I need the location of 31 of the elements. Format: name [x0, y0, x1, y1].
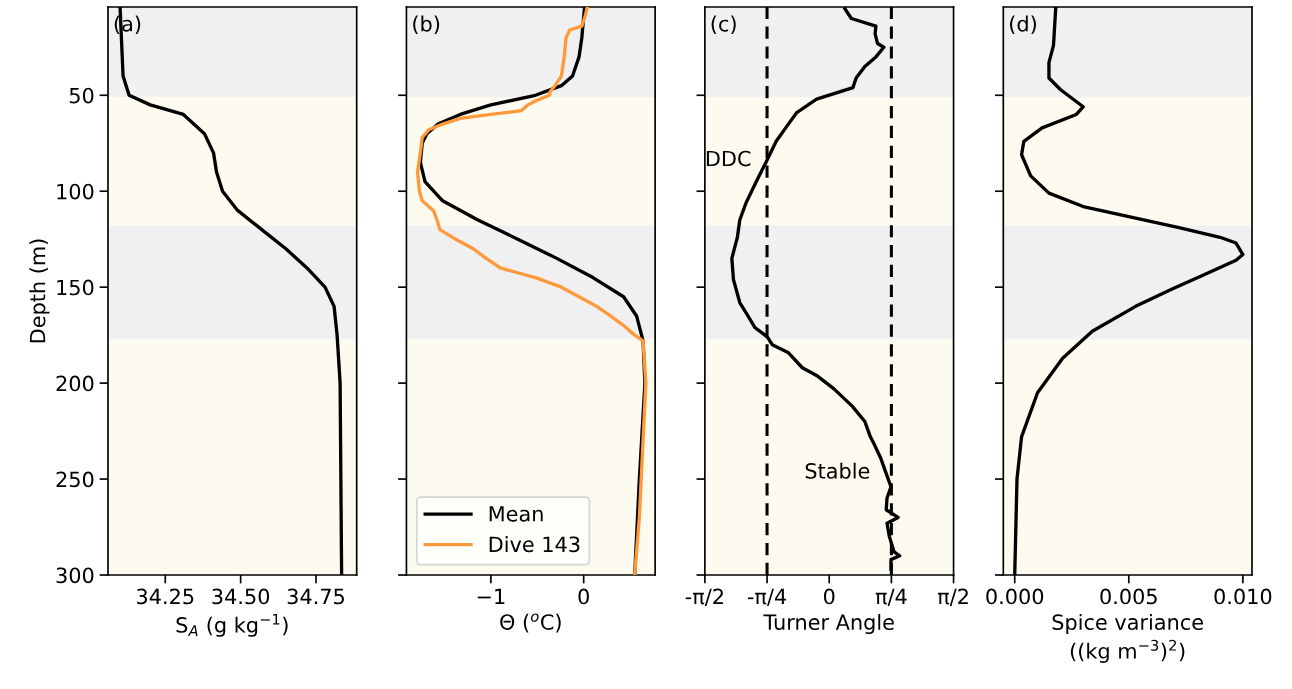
y-tick-label: 50	[69, 87, 94, 104]
x-tick-label: 0.010	[1214, 588, 1272, 605]
y-tick-label: 300	[56, 567, 94, 584]
annotation: (d)	[1010, 15, 1036, 35]
x-tick-label: 0	[823, 588, 835, 605]
x-tick-label: π/4	[875, 588, 907, 606]
x-tick-label: 0.005	[1100, 588, 1157, 605]
y-tick-label: 250	[56, 471, 94, 488]
legend-label: Dive 143	[489, 536, 580, 553]
x-tick-label: -π/4	[747, 588, 787, 606]
x-tick-label: 34.50	[212, 588, 270, 605]
y-tick-label: 200	[56, 375, 94, 392]
x-axis-title: S$_{A}$ (g kg$^{−1}$)	[176, 613, 288, 637]
annotation: (c)	[711, 15, 736, 35]
x-tick-label: π/2	[937, 588, 968, 606]
x-tick-label: -π/2	[685, 588, 723, 606]
annotation: DDC	[706, 150, 751, 167]
x-tick-label: 34.25	[137, 588, 194, 605]
annotation: (b)	[413, 15, 440, 35]
x-tick-label: 34.75	[287, 588, 344, 605]
y-axis-title: Depth (m)	[29, 239, 50, 343]
x-axis-title: Spice variance ((kg m$^{−3}$)$^{2}$)	[1052, 613, 1203, 663]
legend-label: Mean	[489, 506, 543, 522]
x-tick-label: 0.000	[986, 588, 1044, 605]
x-tick-label: 0	[578, 588, 589, 605]
annotation: Stable	[805, 462, 870, 479]
x-tick-label: −1	[477, 588, 505, 605]
y-tick-label: 150	[57, 279, 94, 296]
y-tick-label: 100	[57, 183, 94, 200]
x-axis-title: Θ ($^{o}$C)	[500, 613, 561, 633]
x-axis-title: Turner Angle	[763, 613, 894, 635]
